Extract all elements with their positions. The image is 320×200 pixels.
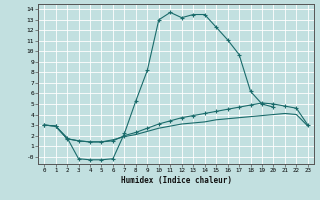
X-axis label: Humidex (Indice chaleur): Humidex (Indice chaleur) [121, 176, 231, 185]
